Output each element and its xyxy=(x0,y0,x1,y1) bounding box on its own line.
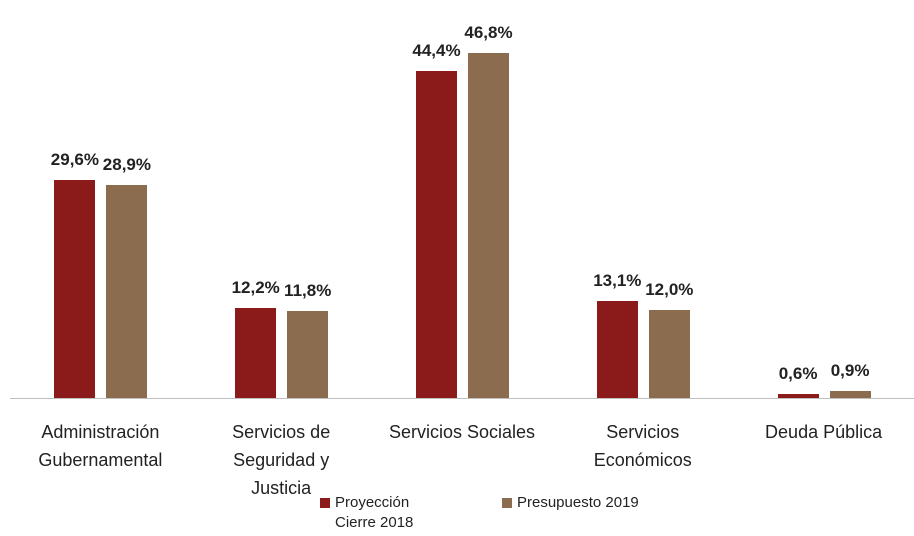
data-label: 13,1% xyxy=(593,271,642,291)
legend-swatch xyxy=(502,498,512,508)
x-tick-label: Servicios Económicos xyxy=(593,422,692,470)
data-label: 46,8% xyxy=(464,23,513,43)
bar xyxy=(54,179,96,398)
bar xyxy=(829,391,871,398)
legend-label: Presupuesto 2019 xyxy=(517,494,639,511)
x-axis xyxy=(10,398,914,399)
x-tick-label: Administración Gubernamental xyxy=(38,422,163,470)
bar xyxy=(235,308,277,398)
data-label: 0,6% xyxy=(778,363,818,383)
bar xyxy=(648,309,690,398)
data-label: 44,4% xyxy=(412,40,461,60)
data-label: 12,2% xyxy=(231,278,280,298)
data-label: 28,9% xyxy=(102,155,151,174)
bar xyxy=(106,185,148,398)
bar xyxy=(468,53,509,398)
legend-label: Proyección Cierre 2018 xyxy=(335,494,414,531)
x-tick-label: Servicios Sociales xyxy=(388,422,536,442)
bar xyxy=(416,70,457,398)
bar xyxy=(287,311,329,398)
data-label: 11,8% xyxy=(284,281,332,301)
x-tick-label: Servicios de Seguridad y Justicia xyxy=(232,422,331,498)
bar xyxy=(596,301,638,398)
bar xyxy=(777,393,819,398)
legend-swatch xyxy=(320,498,330,508)
data-label: 29,6% xyxy=(50,149,99,169)
data-label: 12,0% xyxy=(645,279,694,299)
x-tick-label: Deuda Pública xyxy=(765,422,883,442)
data-label: 0,9% xyxy=(830,361,870,381)
